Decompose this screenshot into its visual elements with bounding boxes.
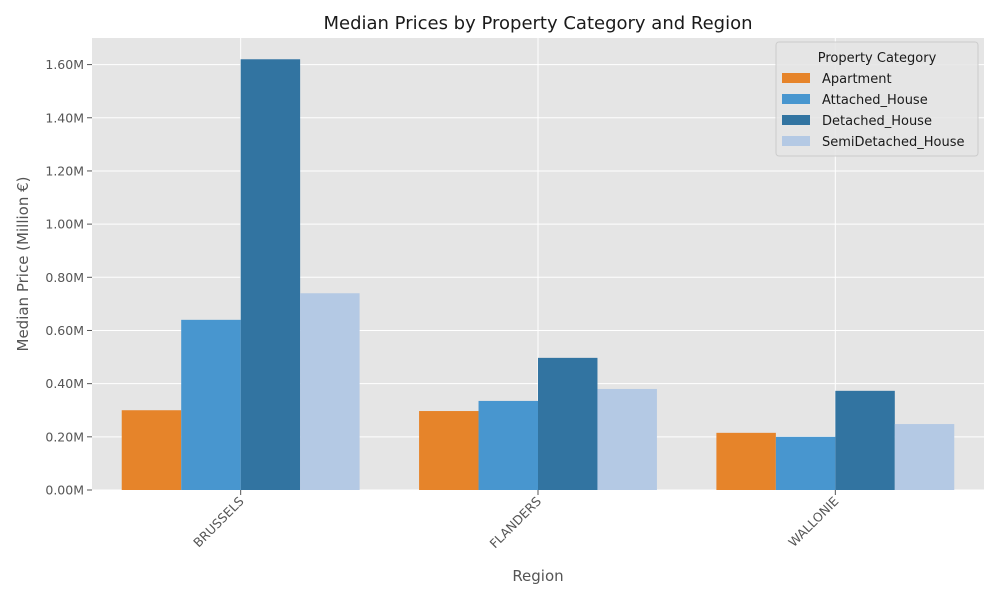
y-tick-label: 0.80M — [45, 270, 84, 285]
bar — [597, 388, 657, 490]
bar — [121, 410, 182, 490]
bar — [300, 293, 360, 490]
legend-label: Apartment — [822, 72, 892, 87]
legend-swatch — [782, 94, 810, 104]
bar — [716, 432, 776, 490]
x-tick-label: WALLONIE — [785, 493, 841, 549]
legend-swatch — [782, 115, 810, 125]
bar — [419, 411, 479, 490]
y-tick-label: 1.40M — [45, 110, 84, 125]
x-tick-label: BRUSSELS — [190, 493, 247, 550]
y-tick-label: 0.60M — [45, 323, 84, 338]
legend-box — [775, 41, 979, 157]
bars — [121, 59, 955, 490]
legend-label: Attached_House — [822, 93, 928, 108]
bar — [240, 59, 301, 490]
bar — [894, 424, 955, 490]
legend-label: SemiDetached_House — [822, 135, 964, 150]
y-tick-label: 0.00M — [45, 483, 84, 498]
y-tick-label: 0.40M — [45, 376, 84, 391]
x-tick-label: FLANDERS — [486, 493, 544, 551]
y-tick-label: 1.00M — [45, 217, 84, 232]
bar — [835, 390, 895, 490]
legend-items: Apartment Attached_House Detached_House Sem… — [782, 72, 964, 150]
x-axis-title: Region — [512, 567, 563, 585]
y-tick-label: 1.20M — [45, 163, 84, 178]
legend-label: Detached_House — [822, 114, 932, 129]
legend-swatch — [782, 136, 810, 146]
y-tick-label: 1.60M — [45, 57, 84, 72]
legend-swatch — [782, 73, 810, 83]
x-axis-ticks: BRUSSELS FLANDERS WALLONIE — [190, 490, 842, 551]
y-axis-title: Median Price (Million €) — [14, 177, 32, 352]
chart-title: Median Prices by Property Category and R… — [323, 13, 752, 34]
y-axis-ticks: 0.00M 0.20M 0.40M 0.60M 0.80M 1.00M 1.20M 1.40M… — [45, 57, 92, 498]
bar — [181, 319, 241, 490]
bar — [775, 436, 836, 490]
y-tick-label: 0.20M — [45, 429, 84, 444]
legend: Property Category Apartment Attached_Hous… — [775, 41, 979, 157]
bar — [538, 357, 598, 490]
legend-title: Property Category — [818, 51, 937, 66]
bar — [478, 400, 538, 490]
